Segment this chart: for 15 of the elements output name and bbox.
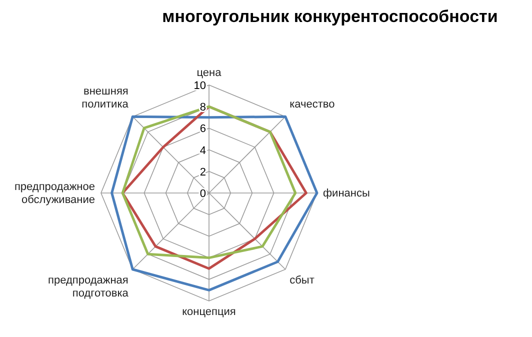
- y-tick-label: 4: [200, 144, 206, 157]
- y-tick-label: 0: [200, 188, 206, 200]
- y-tick-label: 2: [200, 166, 206, 178]
- spoke-label: цена: [196, 67, 222, 79]
- spoke-label: сбыт: [290, 274, 314, 286]
- y-tick-label: 10: [194, 80, 206, 92]
- spoke-label: качество: [290, 98, 335, 111]
- y-tick-label: 6: [200, 123, 206, 136]
- spoke-label: предпродажная подготовка: [48, 274, 130, 300]
- spoke-label: внешняя политика: [82, 86, 130, 111]
- y-tick-label: 8: [200, 102, 206, 114]
- spoke-label: предпродажное обслуживание: [14, 181, 95, 206]
- spoke-label: финансы: [323, 188, 370, 200]
- spoke-label: концепция: [182, 306, 236, 318]
- chart-title: многоугольник конкурентоспособности: [162, 7, 498, 26]
